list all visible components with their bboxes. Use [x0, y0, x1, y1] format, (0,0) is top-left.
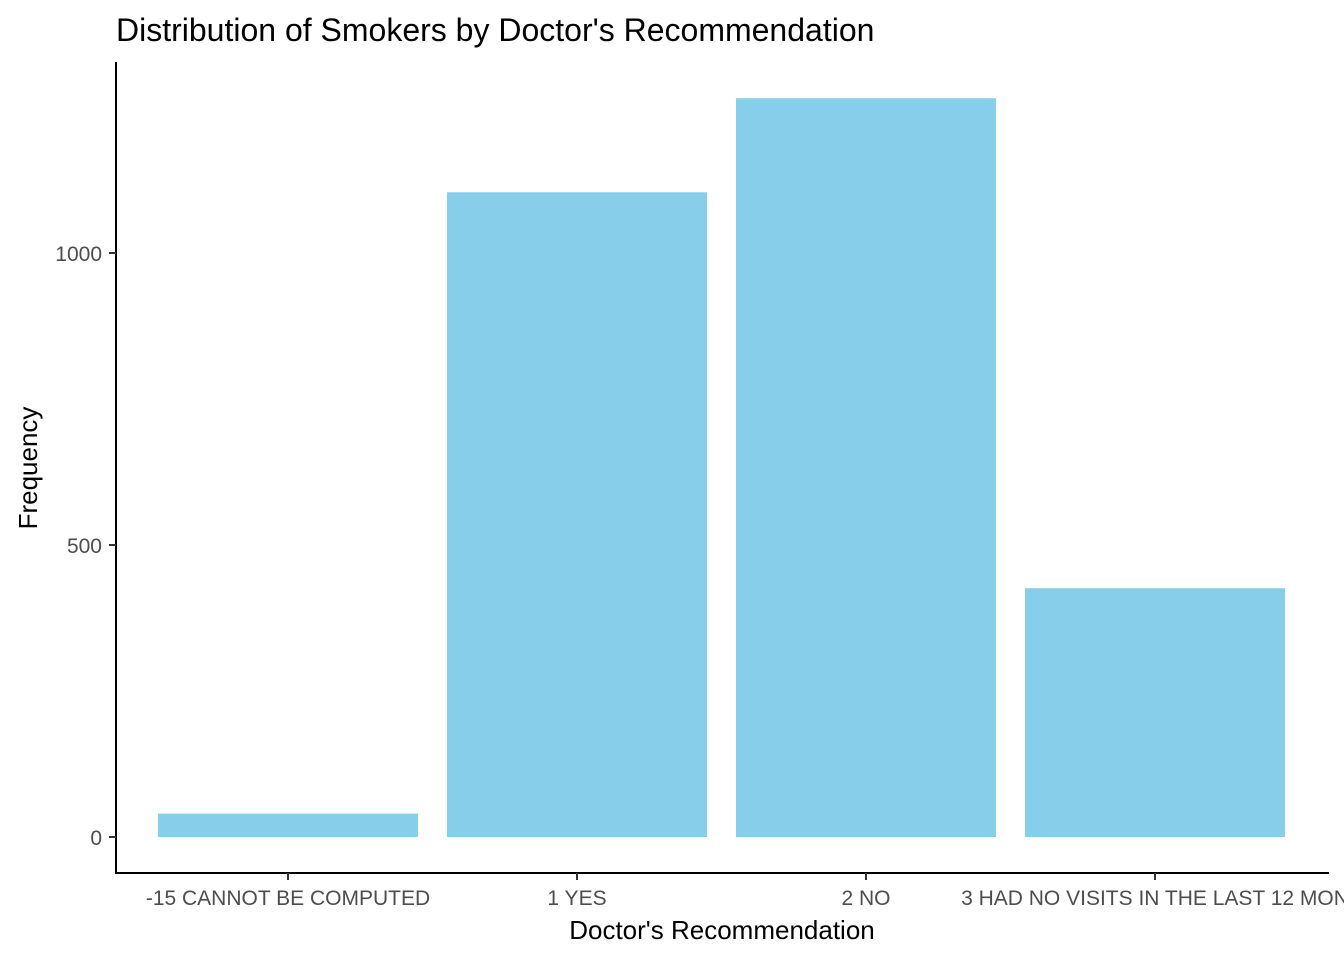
y-tick-label-2: 1000: [55, 243, 102, 266]
x-axis-title: Doctor's Recommendation: [569, 915, 875, 945]
y-tick-label-1: 500: [67, 535, 102, 558]
x-tick-label-1: 1 YES: [547, 887, 606, 910]
y-ticks-group: 0 500 1000: [55, 243, 116, 850]
x-tick-label-0: -15 CANNOT BE COMPUTED: [146, 887, 430, 910]
x-tick-label-3: 3 HAD NO VISITS IN THE LAST 12 MON: [961, 887, 1344, 910]
bar-0: [158, 813, 418, 837]
bar-2: [736, 98, 996, 838]
bar-3: [1025, 588, 1285, 837]
y-tick-label-0: 0: [90, 827, 102, 850]
bars-group: [158, 98, 1285, 838]
x-tick-label-2: 2 NO: [841, 887, 890, 910]
bar-1: [447, 192, 707, 837]
y-axis-title: Frequency: [13, 407, 43, 530]
chart-title: Distribution of Smokers by Doctor's Reco…: [116, 12, 874, 48]
x-ticks-group: -15 CANNOT BE COMPUTED 1 YES 2 NO 3 HAD NO …: [146, 873, 1344, 910]
